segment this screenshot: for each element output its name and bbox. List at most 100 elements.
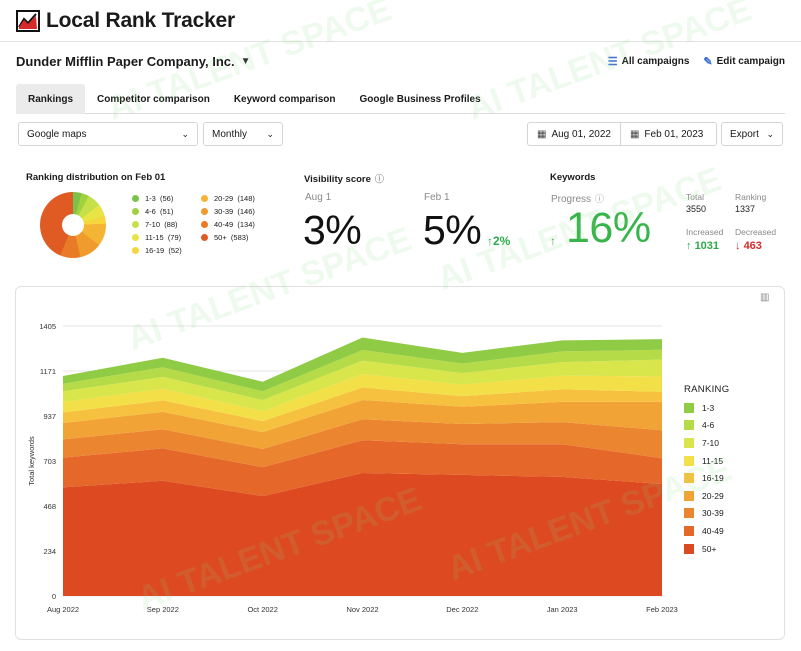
y-tick-label: 1171	[40, 367, 56, 376]
area-series-16-19	[63, 387, 662, 433]
legend-dot	[201, 221, 208, 228]
visibility-feb-value: 5%	[423, 207, 482, 253]
legend-label: 50+ (583)	[214, 233, 249, 242]
company-row: Dunder Mifflin Paper Company, Inc. ▼ ☰ A…	[16, 52, 785, 70]
date-range-picker: ▦ Aug 01, 2022 ▦ Feb 01, 2023	[527, 122, 717, 146]
legend-label: 4-6	[702, 420, 715, 431]
visibility-aug-value: 3%	[303, 207, 362, 253]
area-series-7-10	[63, 359, 662, 412]
area-series-20-29	[63, 400, 662, 449]
ranking-value: 1337	[735, 204, 756, 214]
tab-google-business-profiles[interactable]: Google Business Profiles	[359, 93, 481, 105]
legend-swatch	[684, 455, 694, 466]
decreased-value: ↓ 463	[735, 240, 762, 252]
chevron-down-icon: ⌄	[266, 128, 274, 139]
legend-dot	[132, 208, 139, 215]
visibility-delta-value: 2%	[493, 234, 511, 248]
legend-item: 30-39 (146)	[201, 205, 255, 218]
legend-swatch	[684, 437, 694, 448]
legend-swatch	[684, 420, 694, 431]
bar-chart-icon[interactable]: ▥	[760, 292, 770, 303]
legend-label: 40-49	[702, 525, 724, 536]
legend-label: 50+	[702, 543, 717, 554]
legend-label: 7-10 (88)	[145, 220, 178, 229]
keywords-progress-label: Progress ⓘ	[551, 192, 604, 205]
all-campaigns-link[interactable]: ☰ All campaigns	[608, 55, 690, 68]
company-selector[interactable]: Dunder Mifflin Paper Company, Inc.	[16, 53, 235, 69]
source-select-value: Google maps	[27, 128, 87, 140]
tab-keyword-comparison[interactable]: Keyword comparison	[233, 93, 336, 105]
period-select-value: Monthly	[212, 128, 248, 140]
legend-item: 20-29 (148)	[201, 192, 255, 205]
arrow-down-icon: ↓	[735, 240, 741, 252]
legend-swatch	[684, 490, 694, 501]
line-chart-logo-icon	[16, 9, 40, 32]
ranking-legend-item: 30-39	[684, 505, 729, 523]
legend-item: 4-6 (51)	[132, 205, 182, 218]
info-icon[interactable]: ⓘ	[374, 174, 384, 184]
pencil-icon: ✎	[703, 55, 713, 68]
source-select[interactable]: Google maps ⌄	[18, 122, 198, 146]
legend-label: 40-49 (134)	[214, 220, 255, 229]
period-select[interactable]: Monthly ⌄	[203, 122, 283, 146]
ranking-legend-title: RANKING	[684, 384, 730, 395]
ranking-legend-item: 11-15	[684, 452, 729, 470]
decreased-number: 463	[743, 240, 762, 252]
increased-label: Increased	[686, 227, 724, 237]
info-icon[interactable]: ⓘ	[595, 194, 605, 204]
legend-label: 4-6 (51)	[145, 207, 174, 216]
x-tick-label: Nov 2022	[346, 605, 378, 614]
legend-swatch	[684, 508, 694, 519]
ranking-legend-item: 40-49	[684, 522, 729, 540]
visibility-delta: ↑2%	[487, 234, 510, 248]
chevron-down-icon: ⌄	[181, 128, 189, 139]
decreased-label: Decreased	[735, 227, 777, 237]
legend-swatch	[684, 543, 694, 554]
ranking-legend-item: 20-29	[684, 487, 729, 505]
area-series-50+	[63, 473, 662, 596]
legend-item: 40-49 (134)	[201, 218, 255, 231]
x-tick-label: Oct 2022	[247, 605, 277, 614]
legend-dot	[132, 221, 139, 228]
area-series-1-3	[63, 337, 662, 392]
legend-swatch	[684, 525, 694, 536]
tab-bar: Rankings Competitor comparison Keyword c…	[16, 84, 785, 114]
x-tick-label: Jan 2023	[547, 605, 578, 614]
ranking-label: Ranking	[735, 192, 767, 202]
legend-item: 7-10 (88)	[132, 218, 182, 231]
date-from-value: Aug 01, 2022	[551, 128, 611, 140]
calendar-icon: ▦	[629, 128, 640, 140]
arrow-up-icon: ↑	[487, 234, 493, 248]
date-to-field[interactable]: ▦ Feb 01, 2023	[619, 123, 712, 145]
date-from-field[interactable]: ▦ Aug 01, 2022	[528, 123, 620, 145]
legend-label: 20-29	[702, 490, 724, 501]
distribution-legend-left: 1-3 (56) 4-6 (51) 7-10 (88) 11-15 (79) 1…	[132, 192, 182, 257]
total-label: Total	[686, 192, 704, 202]
export-button[interactable]: Export ⌄	[721, 122, 783, 146]
ranking-chart-card	[15, 286, 785, 640]
date-to-value: Feb 01, 2023	[644, 128, 704, 140]
legend-swatch	[684, 473, 694, 484]
tab-competitor-comparison[interactable]: Competitor comparison	[97, 93, 210, 105]
export-label: Export	[730, 128, 759, 140]
total-value: 3550	[686, 204, 707, 214]
x-tick-label: Feb 2023	[646, 605, 678, 614]
y-tick-label: 703	[43, 457, 56, 466]
list-icon: ☰	[607, 55, 618, 68]
app-header: Local Rank Tracker	[0, 0, 801, 42]
chevron-down-icon[interactable]: ▼	[240, 55, 251, 67]
all-campaigns-label: All campaigns	[621, 55, 690, 67]
area-series-30-39	[63, 419, 662, 468]
area-series-40-49	[63, 440, 662, 497]
keywords-title: Keywords	[550, 172, 596, 183]
y-tick-label: 234	[43, 547, 56, 556]
legend-item: 16-19 (52)	[132, 244, 182, 257]
tab-rankings[interactable]: Rankings	[16, 84, 86, 114]
visibility-title: Visibility score ⓘ	[304, 172, 384, 185]
legend-label: 7-10	[702, 437, 720, 448]
edit-campaign-link[interactable]: ✎ Edit campaign	[703, 55, 785, 68]
legend-label: 20-29 (148)	[214, 194, 255, 203]
legend-label: 1-3	[702, 402, 715, 413]
legend-label: 1-3 (56)	[145, 194, 174, 203]
